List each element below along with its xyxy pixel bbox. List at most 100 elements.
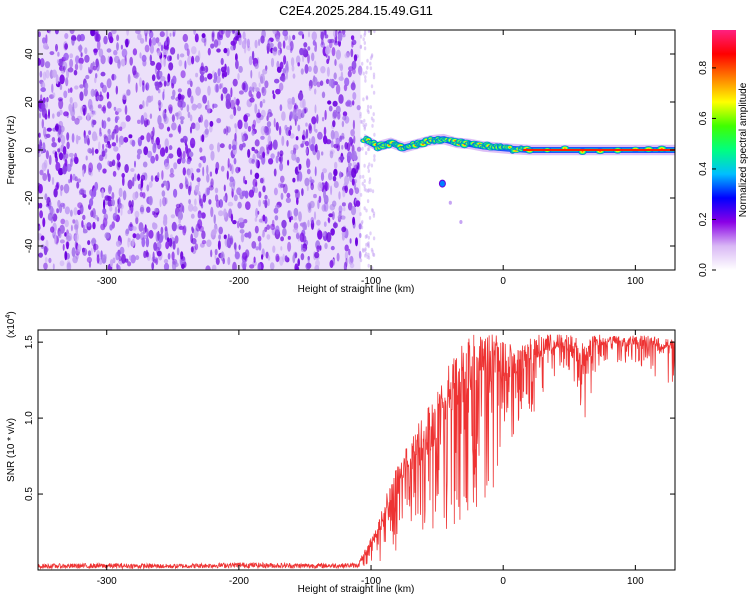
- noise-blob: [277, 151, 280, 158]
- noise-blob: [178, 59, 183, 67]
- noise-blob: [41, 102, 46, 112]
- noise-blob: [121, 253, 126, 264]
- noise-blob: [104, 232, 110, 239]
- noise-blob: [251, 146, 255, 152]
- noise-blob: [146, 251, 149, 258]
- noise-blob: [168, 237, 173, 247]
- noise-blob: [351, 42, 354, 48]
- noise-blob: [201, 134, 205, 143]
- noise-blob: [233, 157, 237, 165]
- noise-blob: [326, 232, 332, 243]
- noise-blob: [49, 205, 54, 216]
- colorbar-tick-label: 0.6: [698, 111, 709, 125]
- noise-edge-blob: [370, 84, 374, 89]
- noise-blob: [42, 97, 46, 104]
- noise-blob: [102, 208, 107, 215]
- noise-blob: [231, 164, 234, 175]
- noise-blob: [280, 175, 285, 183]
- noise-blob: [134, 160, 136, 168]
- snr-x-tick-label: -200: [229, 576, 249, 587]
- noise-blob: [38, 252, 43, 258]
- noise-blob: [314, 143, 318, 153]
- noise-edge-blob: [359, 111, 362, 116]
- noise-blob: [209, 120, 214, 127]
- noise-blob: [46, 96, 49, 103]
- noise-blob: [79, 44, 82, 53]
- noise-blob: [59, 260, 65, 267]
- noise-blob: [143, 112, 148, 121]
- noise-blob: [350, 82, 356, 91]
- noise-blob: [268, 113, 271, 118]
- noise-blob: [296, 156, 300, 164]
- noise-blob: [194, 33, 199, 43]
- noise-blob: [355, 237, 358, 247]
- noise-edge-blob: [364, 78, 367, 83]
- noise-blob: [142, 227, 146, 235]
- noise-blob: [352, 119, 355, 130]
- noise-blob: [334, 161, 338, 170]
- noise-blob: [247, 125, 252, 132]
- noise-blob: [182, 135, 188, 144]
- noise-blob: [120, 121, 126, 129]
- noise-blob: [187, 87, 192, 98]
- noise-blob: [258, 199, 262, 207]
- noise-blob: [169, 173, 175, 178]
- noise-blob: [146, 228, 149, 239]
- secondary-blob: [438, 179, 446, 188]
- noise-blob: [87, 240, 91, 246]
- noise-blob: [189, 126, 193, 134]
- noise-blob: [237, 119, 243, 130]
- noise-blob: [255, 246, 259, 251]
- noise-blob: [231, 182, 235, 192]
- noise-edge-blob: [359, 212, 362, 217]
- noise-blob: [64, 158, 68, 168]
- noise-blob: [318, 195, 322, 204]
- noise-blob: [114, 55, 120, 64]
- noise-blob: [182, 150, 186, 159]
- noise-blob: [69, 53, 74, 59]
- noise-blob: [292, 109, 298, 120]
- colorbar-tick-label: 0.0: [698, 263, 709, 277]
- noise-blob: [39, 210, 43, 219]
- noise-blob: [262, 99, 266, 104]
- noise-blob: [207, 85, 211, 96]
- noise-edge-blob: [365, 208, 368, 213]
- noise-blob: [148, 229, 154, 239]
- noise-blob: [139, 52, 142, 59]
- noise-blob: [74, 234, 78, 241]
- noise-blob: [162, 48, 168, 55]
- noise-blob: [44, 193, 48, 201]
- noise-blob: [291, 96, 295, 105]
- noise-blob: [106, 48, 112, 53]
- noise-blob: [286, 60, 289, 71]
- noise-blob: [261, 86, 267, 97]
- noise-blob: [55, 161, 61, 172]
- noise-blob: [356, 105, 361, 111]
- noise-blob: [118, 255, 122, 262]
- noise-blob: [62, 243, 65, 251]
- noise-blob: [256, 112, 262, 118]
- noise-blob: [118, 187, 123, 198]
- noise-blob: [275, 35, 280, 42]
- noise-edge-blob: [359, 34, 363, 39]
- noise-blob: [126, 89, 131, 96]
- noise-blob: [313, 65, 318, 74]
- noise-blob: [65, 241, 70, 248]
- noise-blob: [43, 245, 48, 256]
- noise-blob: [137, 119, 141, 125]
- noise-blob: [74, 152, 78, 162]
- noise-blob: [78, 189, 82, 196]
- noise-blob: [82, 214, 86, 221]
- noise-blob: [64, 251, 68, 261]
- noise-blob: [307, 205, 312, 213]
- noise-blob: [338, 94, 344, 104]
- noise-blob: [171, 221, 177, 232]
- noise-blob: [84, 223, 87, 231]
- noise-blob: [125, 115, 131, 122]
- noise-blob: [150, 175, 154, 182]
- noise-blob: [104, 195, 110, 201]
- noise-blob: [193, 30, 196, 35]
- noise-blob: [289, 40, 294, 51]
- noise-blob: [72, 219, 76, 224]
